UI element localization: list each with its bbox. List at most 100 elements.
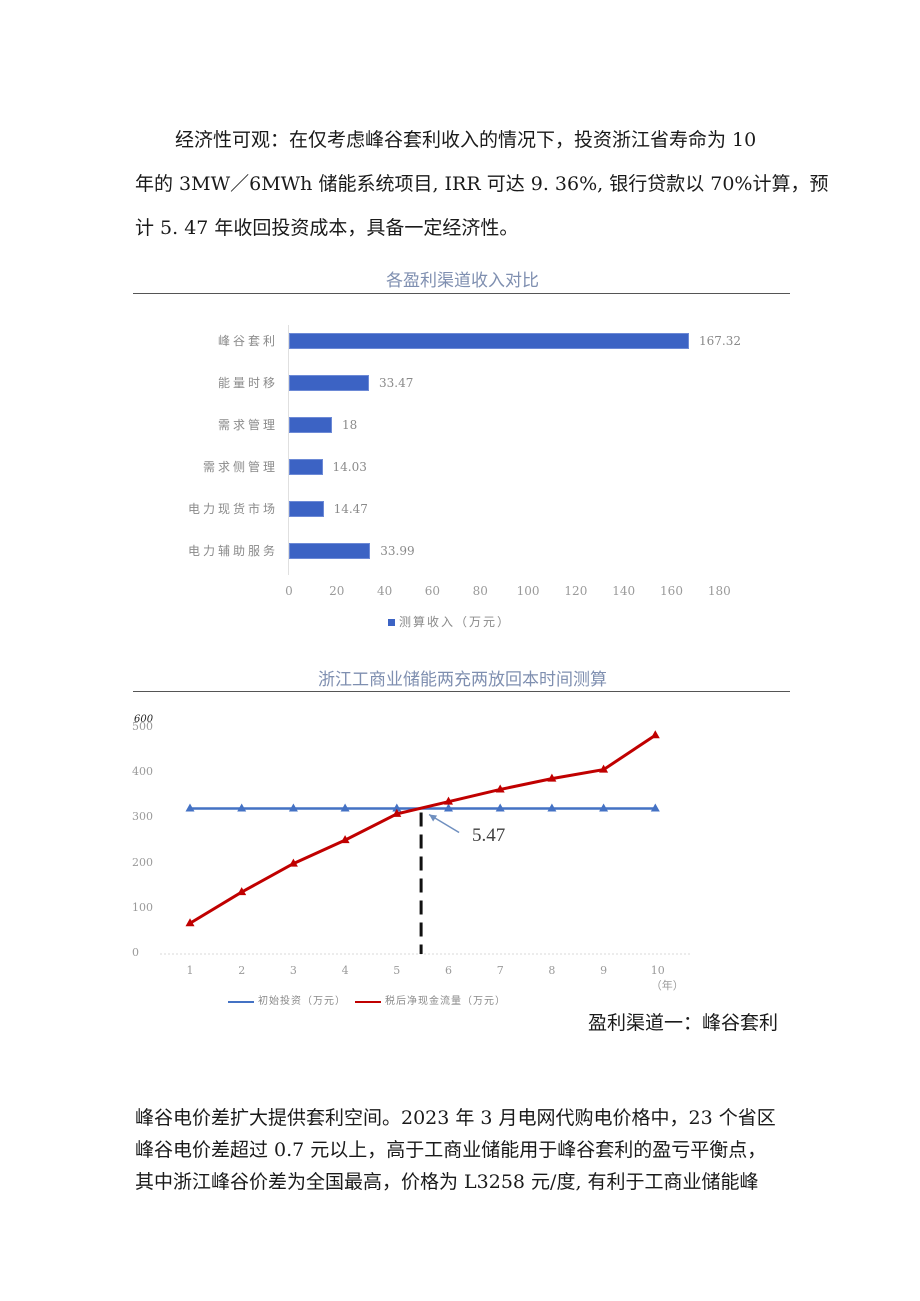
triangle-marker-icon <box>599 764 609 773</box>
y-axis-tick: 300 <box>132 810 153 824</box>
x-axis-tick: 9 <box>600 964 608 977</box>
y-axis-tick: 600 <box>134 714 154 725</box>
triangle-marker-icon <box>288 858 298 867</box>
line-chart: 5.47 600 500 400 300 200 100 0 1 2 3 4 5 6 7 8 9 10（年） 初始… <box>130 712 690 1012</box>
triangle-marker-icon <box>495 803 505 812</box>
legend-line-icon <box>355 1000 381 1003</box>
bar-category-label: 电力现货市场 <box>187 502 278 516</box>
x-axis-tick: 10（年） <box>650 964 684 992</box>
intro-line-3: 计 5. 47 年收回投资成本，具备一定经济性。 <box>135 217 519 239</box>
y-axis-tick: 200 <box>132 855 153 869</box>
x-axis-tick: 20 <box>329 584 345 598</box>
legend-line-icon <box>228 1000 254 1003</box>
bar <box>289 543 371 559</box>
triangle-marker-icon <box>288 803 298 812</box>
bar <box>289 417 333 433</box>
bar-row: 电力辅助服务 33.99 <box>170 542 750 560</box>
legend-label: 初始投资（万元） <box>258 996 346 1007</box>
bar-category-label: 能量时移 <box>217 376 278 390</box>
bar-value-label: 33.47 <box>379 376 414 390</box>
triangle-marker-icon <box>392 808 402 817</box>
x-axis-tick: 60 <box>424 584 441 598</box>
x-axis-tick: 6 <box>445 964 452 977</box>
triangle-marker-icon <box>340 803 350 812</box>
x-axis-tick: 180 <box>707 584 731 598</box>
x-axis-tick: 2 <box>238 964 246 977</box>
legend-swatch-icon <box>388 619 395 626</box>
triangle-marker-icon <box>185 918 195 927</box>
intro-line-2: 年的 3MW／6MWh 储能系统项目, IRR 可达 9. 36%, 银行贷款以… <box>135 173 829 195</box>
bar-value-label: 14.47 <box>333 502 368 516</box>
bar <box>289 459 323 475</box>
line-chart-title: 浙江工商业储能两充两放回本时间测算 <box>318 670 607 690</box>
x-axis-tick: 160 <box>660 584 683 598</box>
section-caption: 盈利渠道一：峰谷套利 <box>588 1012 779 1034</box>
bar-chart-rule <box>133 293 790 294</box>
body-paragraph: 峰谷电价差扩大提供套利空间。2023 年 3 月电网代购电价格中，23 个省区 … <box>135 1102 795 1198</box>
bar <box>289 501 324 517</box>
bar-legend-label: 测算收入（万元） <box>399 615 512 629</box>
triangle-marker-icon <box>495 784 505 793</box>
bar-category-label: 峰谷套利 <box>217 334 278 348</box>
triangle-marker-icon <box>444 803 453 812</box>
line-legend-item: 税后净现金流量（万元） <box>355 992 506 1007</box>
body-line-1: 峰谷电价差扩大提供套利空间。2023 年 3 月电网代购电价格中，23 个省区 <box>135 1107 776 1129</box>
y-axis-tick: 400 <box>132 765 153 779</box>
x-axis-tick: 5 <box>393 964 401 977</box>
intro-paragraph: 经济性可观：在仅考虑峰谷套利收入的情况下，投资浙江省寿命为 10 年的 3MW／… <box>135 118 829 250</box>
x-axis-tick: 100 <box>516 584 540 598</box>
triangle-marker-icon <box>185 803 195 812</box>
x-axis-tick: 3 <box>289 964 297 977</box>
bar-category-label: 需求侧管理 <box>202 460 278 474</box>
bar-row: 能量时移 33.47 <box>170 374 750 392</box>
body-line-2: 峰谷电价差超过 0.7 元以上，高于工商业储能用于峰谷套利的盈亏平衡点， <box>135 1139 767 1161</box>
x-axis-tick: 4 <box>341 964 349 977</box>
triangle-marker-icon <box>547 803 557 812</box>
x-axis-tick: 120 <box>564 584 588 598</box>
bar-row: 电力现货市场 14.47 <box>170 500 750 518</box>
bar <box>289 375 369 391</box>
triangle-marker-icon <box>392 803 402 812</box>
y-axis-tick: 500 <box>132 720 153 733</box>
x-axis-tick: 8 <box>548 964 556 977</box>
triangle-marker-icon <box>444 796 453 805</box>
x-axis-tick: 7 <box>496 964 504 977</box>
intro-line-1: 经济性可观：在仅考虑峰谷套利收入的情况下，投资浙江省寿命为 10 <box>175 129 757 151</box>
bar-chart-title: 各盈利渠道收入对比 <box>386 271 539 291</box>
x-axis-tick: 140 <box>612 584 636 598</box>
bar <box>289 333 689 349</box>
x-axis-tick: 0 <box>285 584 293 598</box>
bar-category-label: 电力辅助服务 <box>187 544 278 558</box>
triangle-marker-icon <box>650 803 660 812</box>
bar-row: 需求管理 18 <box>170 416 750 434</box>
bar-value-label: 167.32 <box>699 334 741 348</box>
triangle-marker-icon <box>237 887 247 896</box>
triangle-marker-icon <box>340 835 350 844</box>
triangle-marker-icon <box>237 803 247 812</box>
bar-row: 峰谷套利 167.32 <box>170 332 750 350</box>
legend-label: 税后净现金流量（万元） <box>385 996 506 1007</box>
bar-category-label: 需求管理 <box>217 418 278 432</box>
x-axis-tick: 80 <box>472 584 488 598</box>
line-chart-rule <box>133 691 790 692</box>
bar-value-label: 33.99 <box>380 544 415 558</box>
x-axis-tick: 40 <box>376 584 393 598</box>
body-line-3: 其中浙江峰谷价差为全国最高，价格为 L3258 元/度, 有利于工商业储能峰 <box>135 1171 759 1193</box>
bar-row: 需求侧管理 14.03 <box>170 458 750 476</box>
triangle-marker-icon <box>599 803 609 812</box>
bar-value-label: 14.03 <box>332 460 367 474</box>
break-even-annotation: 5.47 <box>472 825 506 846</box>
y-axis-tick: 0 <box>132 946 139 959</box>
triangle-marker-icon <box>547 773 557 782</box>
line-legend-item: 初始投资（万元） <box>228 992 346 1007</box>
bar-chart-axis <box>288 325 289 575</box>
bar-chart-legend: 测算收入（万元） <box>388 613 511 630</box>
bar-chart: 测算收入（万元） 峰谷套利 167.32 能量时移 33.47 需求管理 18 需求侧管理 1… <box>170 315 750 635</box>
cashflow-line <box>189 733 657 925</box>
triangle-marker-icon <box>650 730 660 739</box>
x-axis-tick: 1 <box>186 964 194 977</box>
bar-value-label: 18 <box>342 418 358 432</box>
y-axis-tick: 100 <box>132 900 153 914</box>
line-chart-plot <box>160 730 690 955</box>
arrow-icon <box>429 814 438 822</box>
